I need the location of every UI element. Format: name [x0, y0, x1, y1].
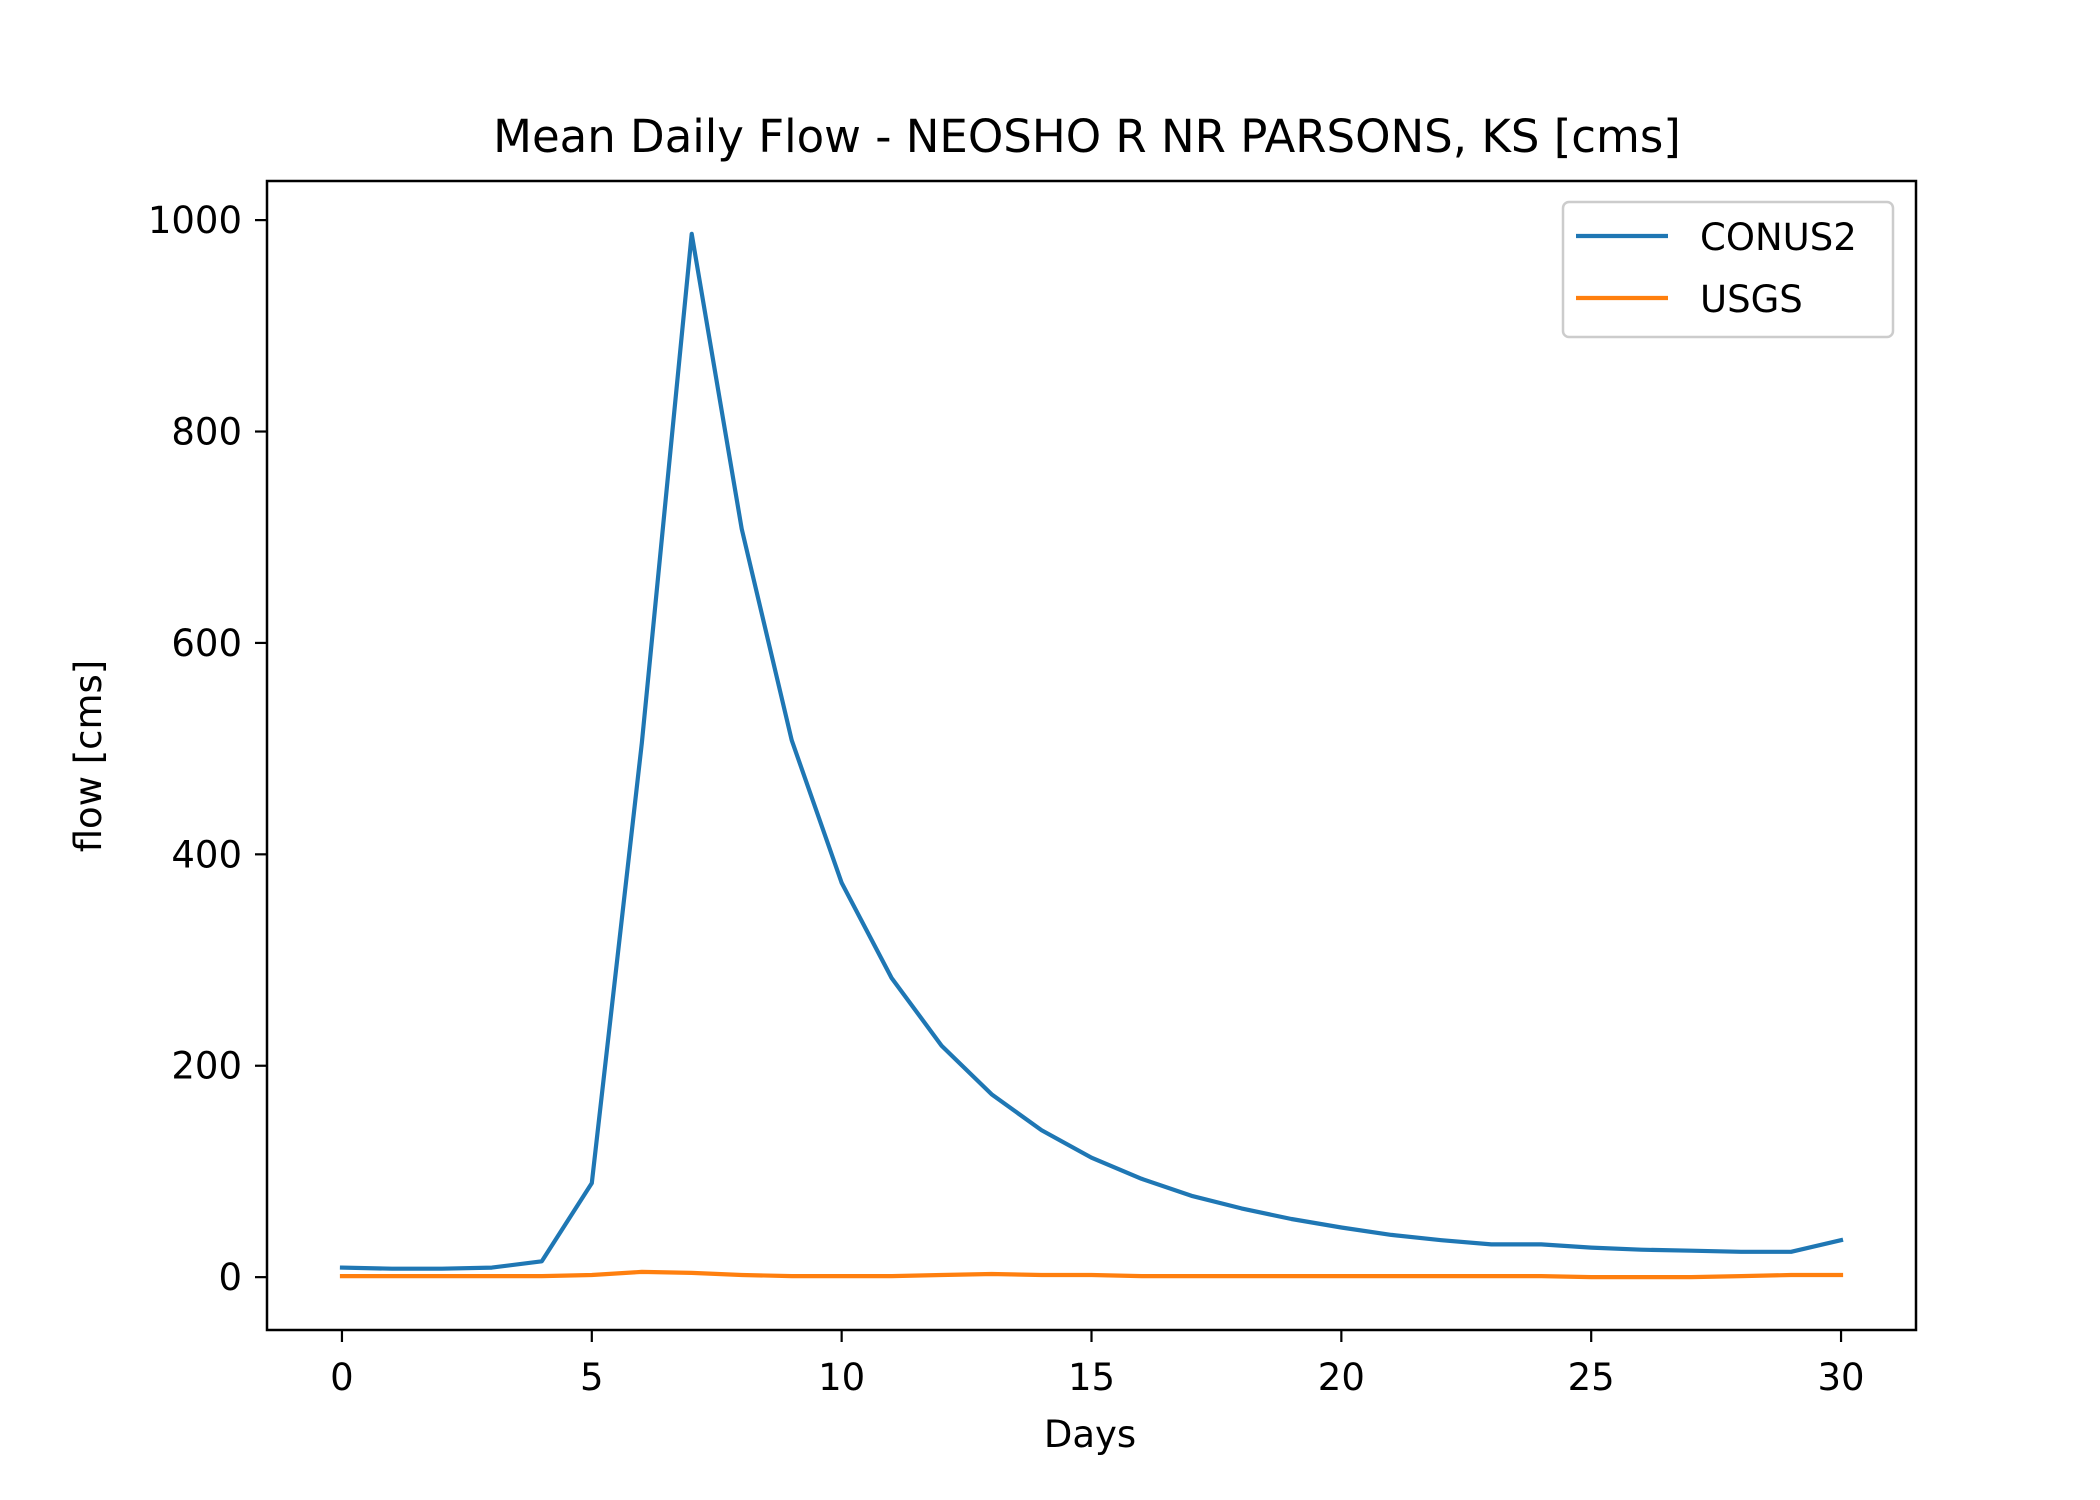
y-tick-label: 200	[171, 1045, 242, 1088]
x-tick-label: 15	[1068, 1356, 1115, 1399]
x-tick-label: 10	[818, 1356, 865, 1399]
x-tick-label: 25	[1568, 1356, 1615, 1399]
plot-background	[267, 181, 1916, 1330]
x-axis: 0 5 10 15 20 25 30	[330, 1330, 1865, 1399]
y-axis: 0 200 400 600 800 1000	[148, 199, 267, 1299]
legend-label-usgs: USGS	[1700, 278, 1803, 321]
plot-area	[265, 179, 1918, 1332]
series-layer	[339, 231, 1844, 1280]
series-line-conus2	[339, 231, 1844, 1271]
y-axis-label: flow [cms]	[67, 660, 110, 853]
legend: CONUS2 USGS	[1561, 200, 1895, 339]
y-tick-label: 800	[171, 411, 242, 454]
y-tick-label: 600	[171, 622, 242, 665]
y-tick-label: 0	[218, 1256, 242, 1299]
x-tick-label: 0	[330, 1356, 354, 1399]
x-tick-label: 20	[1318, 1356, 1365, 1399]
legend-label-conus2: CONUS2	[1700, 216, 1857, 259]
x-axis-label: Days	[1044, 1413, 1136, 1456]
x-tick-label: 30	[1817, 1356, 1864, 1399]
x-tick-label: 5	[580, 1356, 604, 1399]
chart-title: Mean Daily Flow - NEOSHO R NR PARSONS, K…	[493, 110, 1681, 163]
y-tick-label: 400	[171, 833, 242, 876]
y-tick-label: 1000	[148, 199, 242, 242]
series-line-usgs	[339, 1269, 1844, 1280]
